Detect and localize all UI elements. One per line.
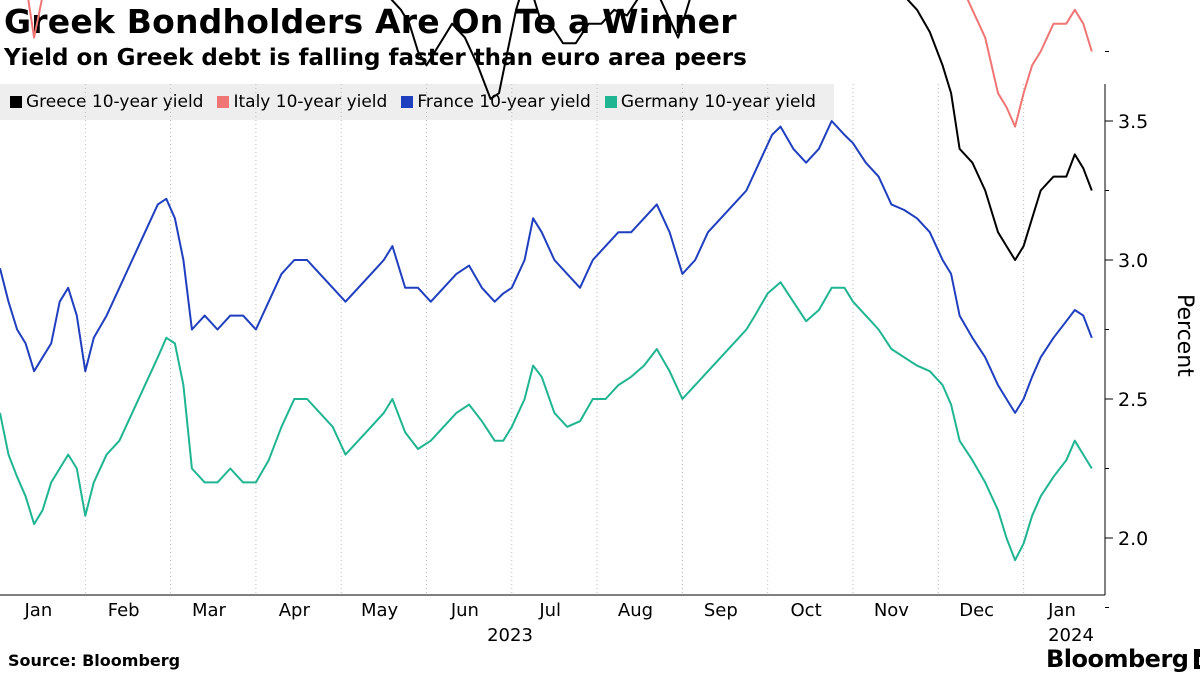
x-tick-label: Jul (538, 600, 561, 621)
chart-title: Greek Bondholders Are On To a Winner (4, 2, 737, 41)
chart-subtitle: Yield on Greek debt is falling faster th… (4, 45, 747, 71)
france-yield-line (0, 120, 1093, 414)
x-tick-label: Feb (108, 600, 140, 621)
legend-label-germany: Germany 10-year yield (620, 92, 816, 112)
logo-text: Bloomberg (1046, 645, 1189, 673)
chart-legend: Greece 10-year yield Italy 10-year yield… (0, 84, 834, 120)
x-tick-label: Jan (1047, 600, 1076, 621)
year-label: 2024 (1048, 625, 1094, 646)
legend-swatch-greece (10, 96, 22, 108)
legend-label-italy: Italy 10-year yield (233, 92, 388, 112)
x-tick-label: Jan (24, 600, 53, 621)
x-tick-label: Apr (279, 600, 311, 621)
legend-item-germany: Germany 10-year yield (604, 92, 816, 112)
y-tick-label: 2.5 (1118, 389, 1148, 411)
legend-swatch-italy (217, 96, 230, 108)
legend-item-greece: Greece 10-year yield (10, 92, 203, 112)
x-tick-label: Mar (192, 600, 227, 621)
y-tick-label: 3.0 (1118, 250, 1148, 272)
terminal-icon (1194, 649, 1200, 669)
legend-item-france: France 10-year yield (401, 92, 591, 112)
germany-yield-line (0, 281, 1093, 562)
legend-label-greece: Greece 10-year yield (26, 92, 204, 112)
bloomberg-logo: Bloomberg (1046, 645, 1200, 673)
x-tick-label: Dec (959, 600, 994, 621)
y-tick-label: 3.5 (1118, 111, 1148, 133)
x-tick-label: Aug (618, 600, 653, 621)
legend-swatch-germany (604, 96, 617, 108)
x-tick-label: Oct (791, 600, 822, 621)
x-tick-label: Sep (704, 600, 738, 621)
y-axis-label: Percent (1172, 294, 1197, 377)
year-label: 2023 (487, 625, 533, 646)
source-note: Source: Bloomberg (8, 651, 181, 670)
y-tick-label: 2.0 (1118, 528, 1148, 550)
italy-yield-line (27, 0, 1093, 128)
x-tick-label: Jun (450, 600, 479, 621)
x-tick-label: Nov (874, 600, 909, 621)
legend-label-france: France 10-year yield (417, 92, 591, 112)
x-tick-label: May (361, 600, 399, 621)
legend-item-italy: Italy 10-year yield (217, 92, 387, 112)
greece-yield-line (390, 0, 1093, 261)
legend-swatch-france (401, 96, 414, 108)
